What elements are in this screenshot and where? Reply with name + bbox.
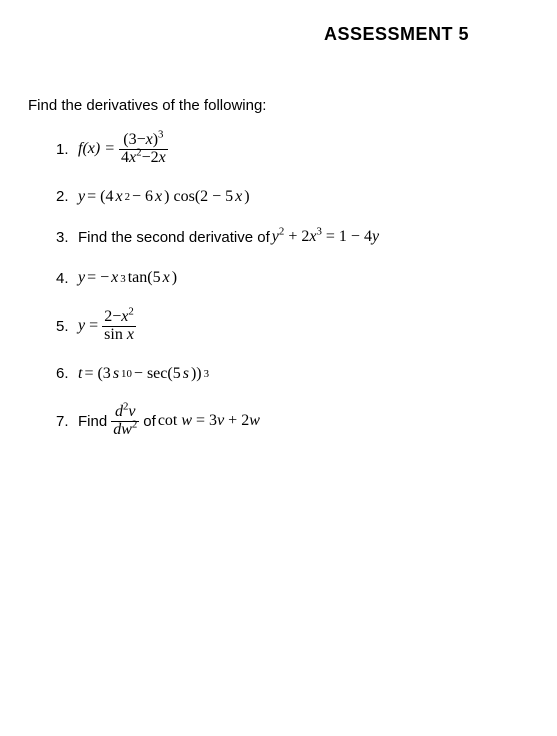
problem-body: Find the second derivative of y2 + 2x3 =… — [78, 227, 379, 248]
problem-number: 2. — [56, 187, 78, 207]
problem-body: y = 2−x2 sin x — [78, 309, 138, 344]
problem-2: 2. y = (4x2 − 6x) cos(2 − 5x) — [56, 187, 529, 208]
fraction: (3−x)3 4x2−2x — [119, 132, 168, 167]
problem-number: 3. — [56, 228, 78, 248]
problem-body: t = (3s10 − sec(5s))3 — [78, 364, 209, 385]
problem-number: 5. — [56, 317, 78, 337]
problem-text-mid: of — [143, 412, 156, 432]
problem-text-prefix: Find the second derivative of — [78, 228, 270, 248]
problem-number: 4. — [56, 269, 78, 289]
fraction-numerator: 2−x2 — [102, 309, 136, 326]
problem-1: 1. f(x) = (3−x)3 4x2−2x — [56, 132, 529, 167]
problem-6: 6. t = (3s10 − sec(5s))3 — [56, 364, 529, 385]
problem-expr: cot w = 3v + 2w — [158, 411, 260, 432]
fraction-numerator: (3−x)3 — [121, 132, 165, 149]
fraction: d2v dw2 — [111, 404, 139, 439]
problem-5: 5. y = 2−x2 sin x — [56, 309, 529, 344]
problem-expr: y2 + 2x3 = 1 − 4y — [272, 227, 379, 248]
problem-3: 3. Find the second derivative of y2 + 2x… — [56, 227, 529, 248]
problem-4: 4. y = −x3tan(5x) — [56, 268, 529, 289]
fraction: 2−x2 sin x — [102, 309, 136, 344]
instruction-text: Find the derivatives of the following: — [28, 97, 529, 114]
problem-lhs: y = — [78, 316, 98, 337]
problem-body: Find d2v dw2 of cot w = 3v + 2w — [78, 404, 260, 439]
problem-number: 7. — [56, 412, 78, 432]
problem-body: y = −x3tan(5x) — [78, 268, 177, 289]
problem-7: 7. Find d2v dw2 of cot w = 3v + 2w — [56, 404, 529, 439]
problem-lhs: f(x) = — [78, 139, 115, 160]
fraction-denominator: 4x2−2x — [119, 149, 168, 167]
problem-body: f(x) = (3−x)3 4x2−2x — [78, 132, 170, 167]
assessment-header: ASSESSMENT 5 — [28, 24, 529, 45]
problem-number: 1. — [56, 140, 78, 160]
problem-body: y = (4x2 − 6x) cos(2 − 5x) — [78, 187, 250, 208]
problem-list: 1. f(x) = (3−x)3 4x2−2x 2. y = (4x2 − 6x… — [28, 132, 529, 439]
fraction-denominator: sin x — [102, 326, 136, 344]
problem-text-prefix: Find — [78, 412, 107, 432]
problem-number: 6. — [56, 364, 78, 384]
fraction-denominator: dw2 — [111, 421, 139, 439]
assessment-title: ASSESSMENT 5 — [324, 24, 469, 44]
